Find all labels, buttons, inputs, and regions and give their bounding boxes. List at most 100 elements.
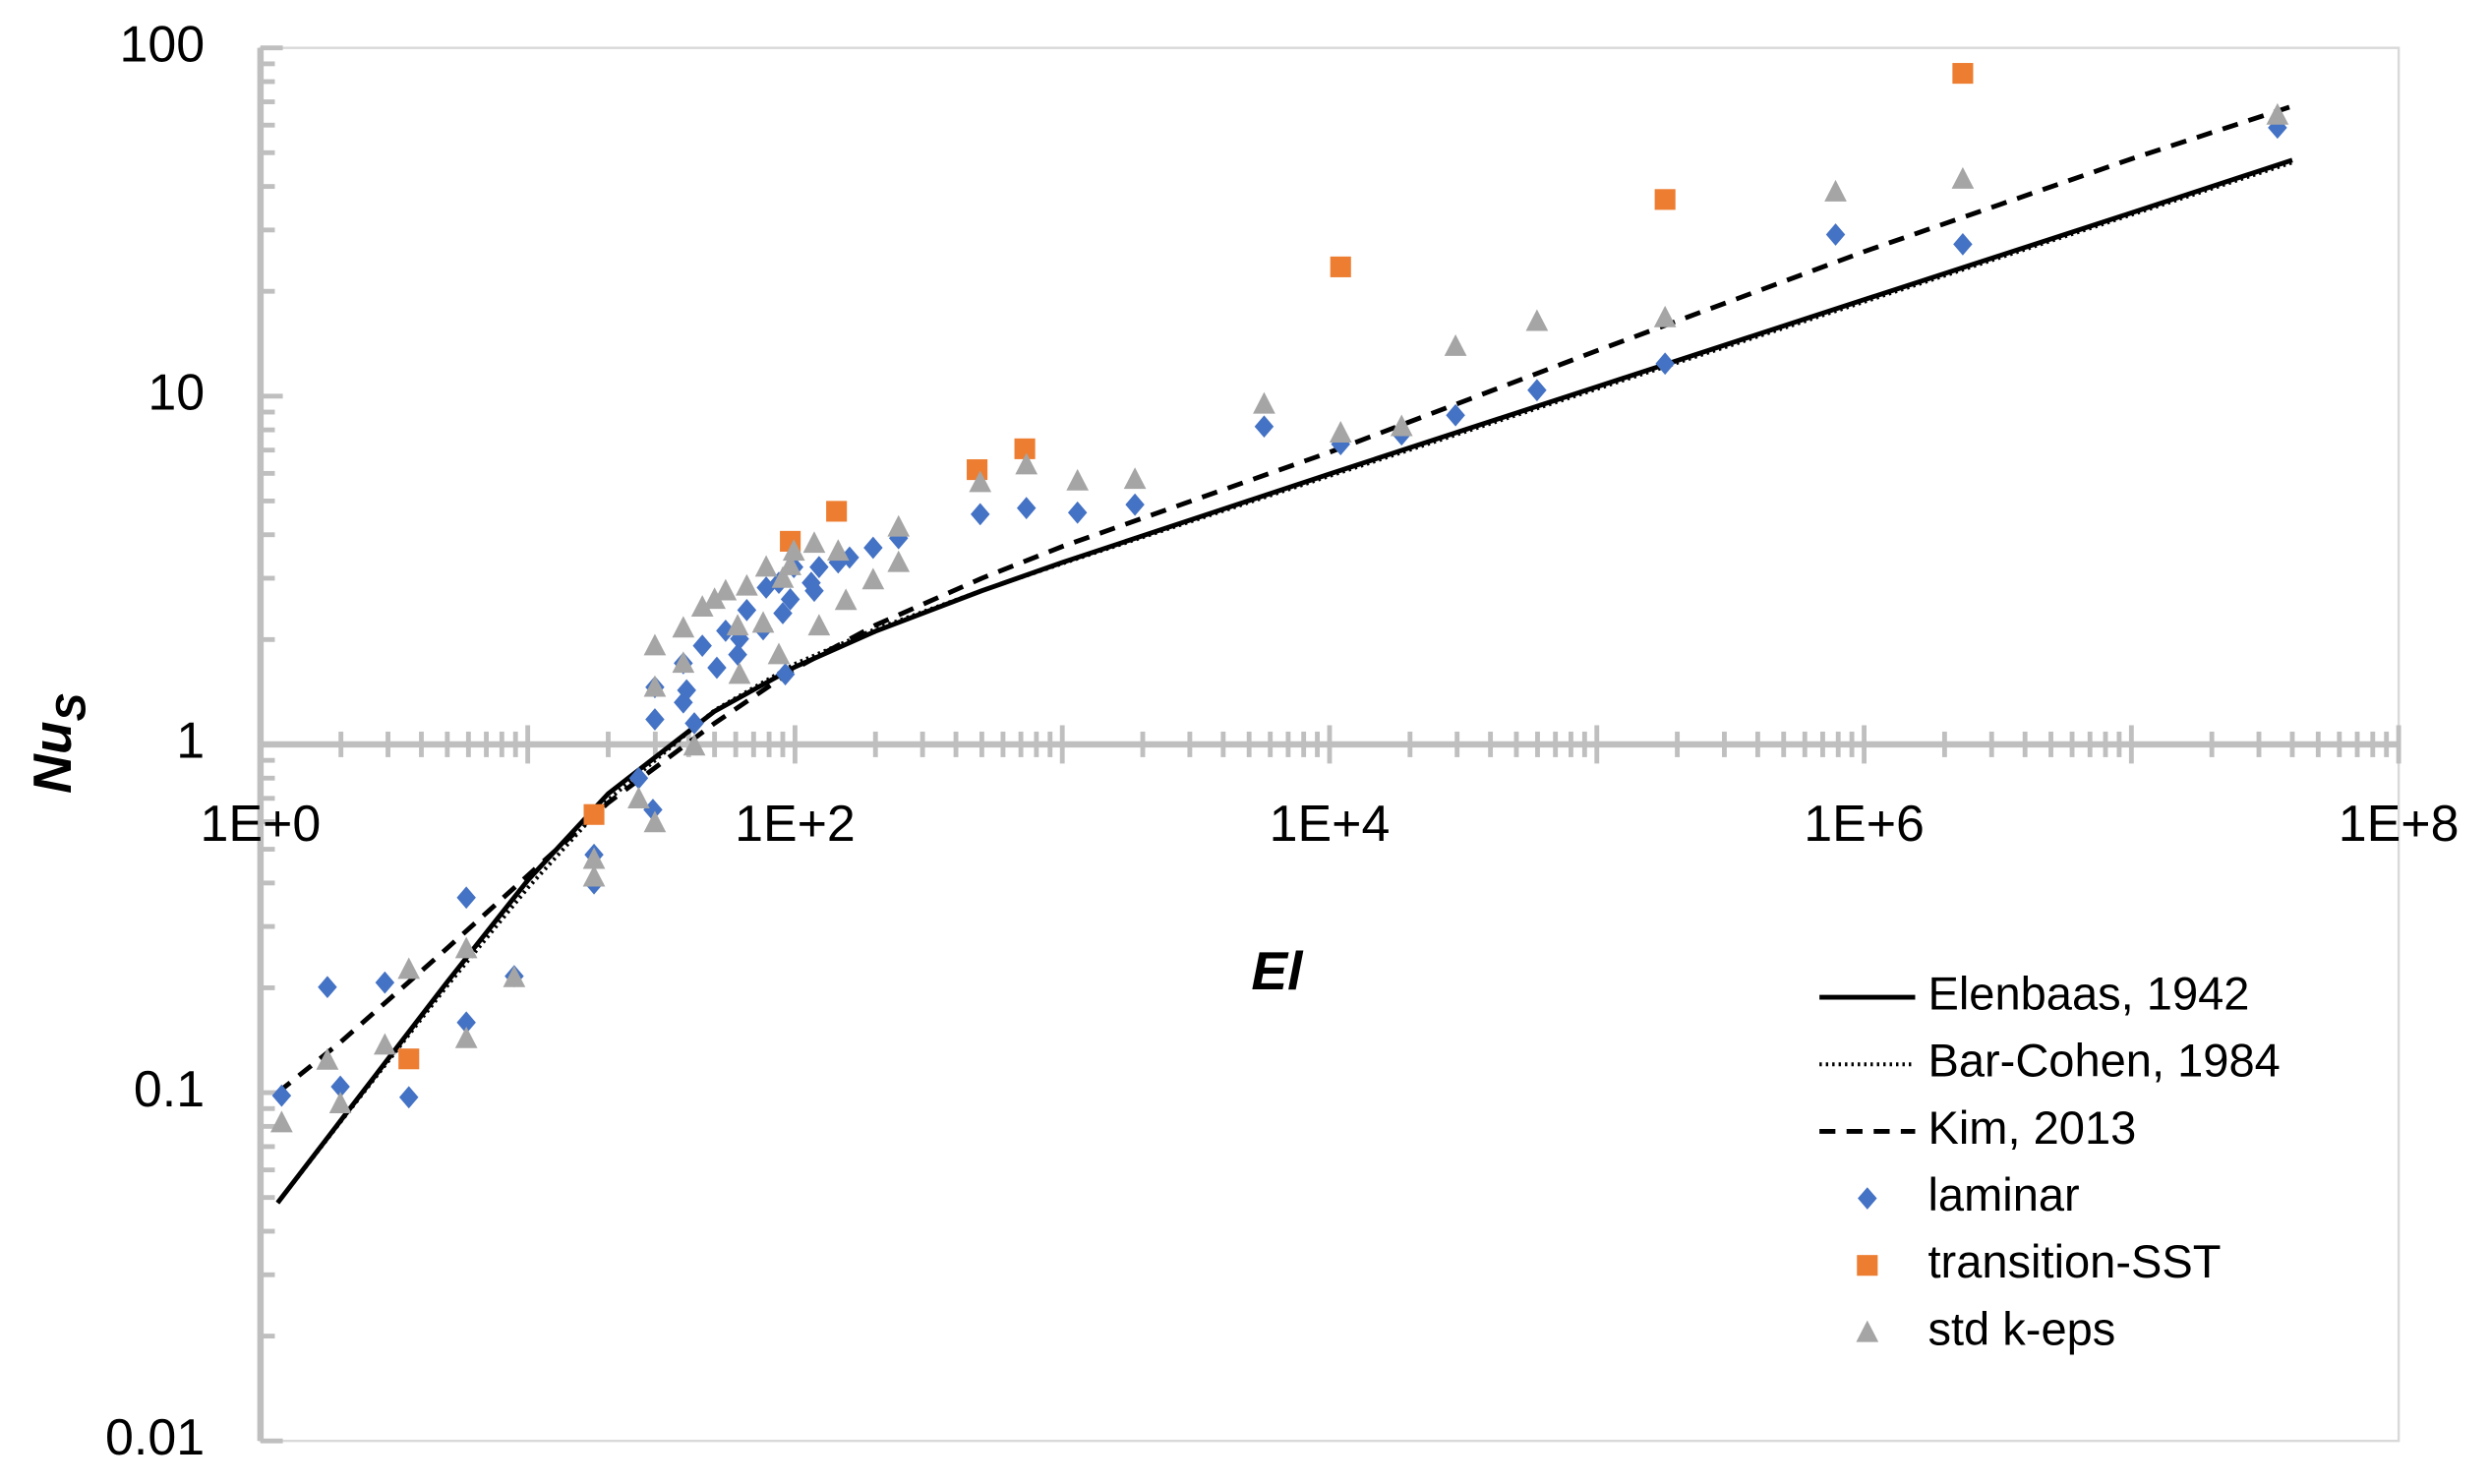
marker-triangle [682,734,706,756]
marker-diamond [1446,403,1465,427]
marker-diamond [398,1086,419,1109]
legend-label: transition-SST [1927,1235,2221,1287]
marker-triangle [714,578,738,601]
marker-triangle [754,555,778,577]
marker-square [583,803,605,825]
marker-diamond [863,536,883,560]
marker-square [1952,63,1974,85]
marker-triangle [316,1047,339,1070]
series-line [275,103,2293,1095]
marker-triangle [736,573,758,596]
y-tick-label: 0.01 [105,1409,205,1466]
marker-triangle [1653,305,1677,327]
marker-triangle [728,662,751,684]
series-line [275,157,2293,1205]
marker-diamond [375,971,395,994]
x-tick-label: 1E+8 [2339,796,2460,853]
x-tick-label: 1E+6 [1804,796,1925,853]
series-line [275,160,2293,1205]
marker-diamond [318,976,337,999]
marker-diamond [1953,232,1973,256]
y-tick-label: 10 [148,365,205,422]
marker-triangle [328,1092,352,1113]
marker-diamond [809,556,829,578]
marker-diamond [1254,415,1275,439]
legend-label: Kim, 2013 [1927,1101,2136,1154]
marker-diamond [971,503,990,526]
x-tick-label: 1E+4 [1270,796,1391,853]
marker-diamond [1016,497,1037,520]
marker-triangle [643,675,667,697]
marker-diamond [456,886,476,910]
marker-triangle [373,1033,396,1055]
marker-square [1330,256,1351,277]
marker-square [398,1048,420,1070]
legend-label: laminar [1927,1168,2079,1220]
legend-label: Bar-Cohen, 1984 [1927,1035,2280,1087]
marker-diamond [692,634,712,657]
marker-triangle [270,1110,293,1133]
marker-diamond [707,656,727,680]
marker-triangle [1329,421,1352,443]
marker-triangle [1123,467,1147,490]
marker-triangle [1444,333,1467,356]
legend-label: Elenbaas, 1942 [1927,968,2249,1020]
marker-triangle [767,642,791,665]
marker-triangle [1525,309,1549,331]
marker-triangle [627,787,650,808]
marker-diamond [645,708,665,731]
marker-triangle [643,633,667,656]
marker-triangle [582,847,606,869]
marker-triangle [782,539,805,562]
marker-diamond [1825,223,1846,246]
marker-triangle [690,595,714,617]
y-axis-label: NuS [22,693,94,794]
marker-triangle [454,936,478,959]
marker-triangle [397,957,421,979]
y-axis-label-main: Nu [22,721,83,794]
y-tick-label: 0.1 [134,1061,205,1118]
marker-triangle [1951,166,1975,189]
marker-diamond [716,620,736,642]
marker-triangle [1390,414,1413,437]
marker-triangle [779,554,801,575]
marker-triangle [1824,179,1847,202]
x-axis-label: El [1251,940,1304,1001]
legend-swatch [1856,1320,1879,1342]
legend-label: std k-eps [1927,1302,2115,1354]
y-tick-label: 1 [176,713,205,770]
marker-square [1014,438,1036,459]
marker-diamond [1527,379,1547,402]
marker-diamond [271,1084,292,1107]
marker-triangle [2266,102,2289,125]
marker-triangle [887,550,911,572]
marker-square [826,501,848,522]
marker-triangle [802,531,826,554]
marker-square [1654,189,1676,210]
marker-diamond [1067,501,1088,524]
legend-swatch [1858,1187,1877,1210]
marker-triangle [771,565,795,588]
x-tick-label: 1E+2 [735,796,856,853]
marker-triangle [887,514,911,537]
marker-diamond [456,1011,476,1035]
marker-triangle [751,611,775,633]
marker-triangle [1066,468,1090,491]
marker-diamond [737,599,757,622]
marker-diamond [775,663,796,685]
marker-triangle [454,1026,478,1048]
marker-diamond [773,602,793,624]
legend-swatch [1857,1255,1878,1276]
marker-triangle [672,651,695,674]
marker-triangle [1253,391,1275,414]
y-axis-label-sub: S [47,693,93,721]
y-tick-label: 100 [119,16,205,73]
x-tick-label: 1E+0 [201,796,322,853]
marker-triangle [582,864,606,887]
marker-diamond [1125,493,1145,516]
marker-triangle [643,810,667,833]
marker-triangle [672,616,695,638]
marker-triangle [807,614,831,636]
marker-triangle [826,539,850,562]
